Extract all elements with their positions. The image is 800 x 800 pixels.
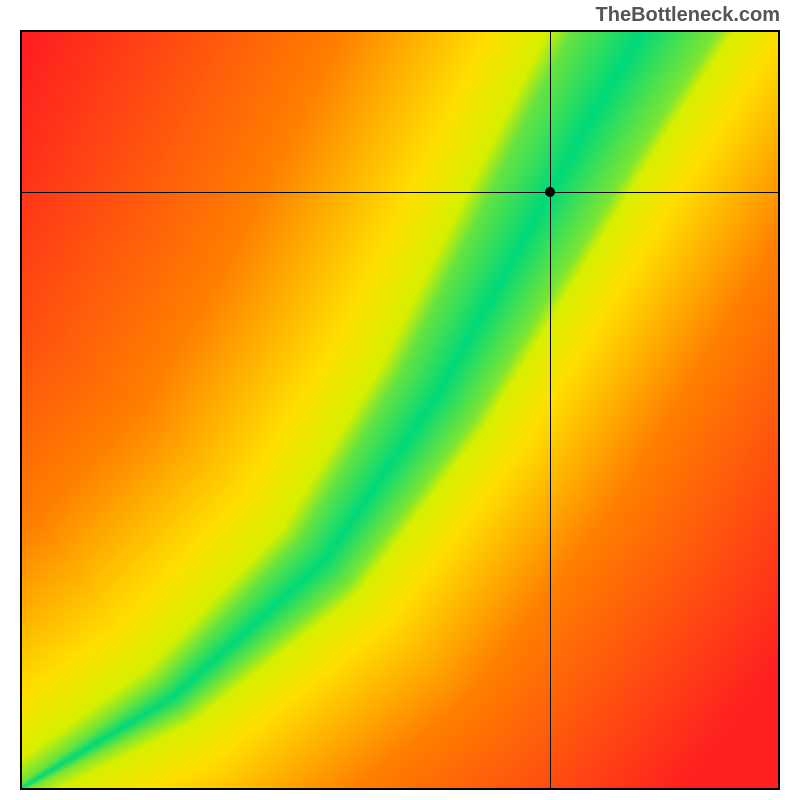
crosshair-marker-dot <box>545 187 555 197</box>
crosshair-horizontal <box>22 192 778 193</box>
bottleneck-heatmap <box>20 30 780 790</box>
crosshair-vertical <box>550 32 551 788</box>
watermark-text: TheBottleneck.com <box>596 4 780 27</box>
heatmap-canvas <box>22 32 778 788</box>
